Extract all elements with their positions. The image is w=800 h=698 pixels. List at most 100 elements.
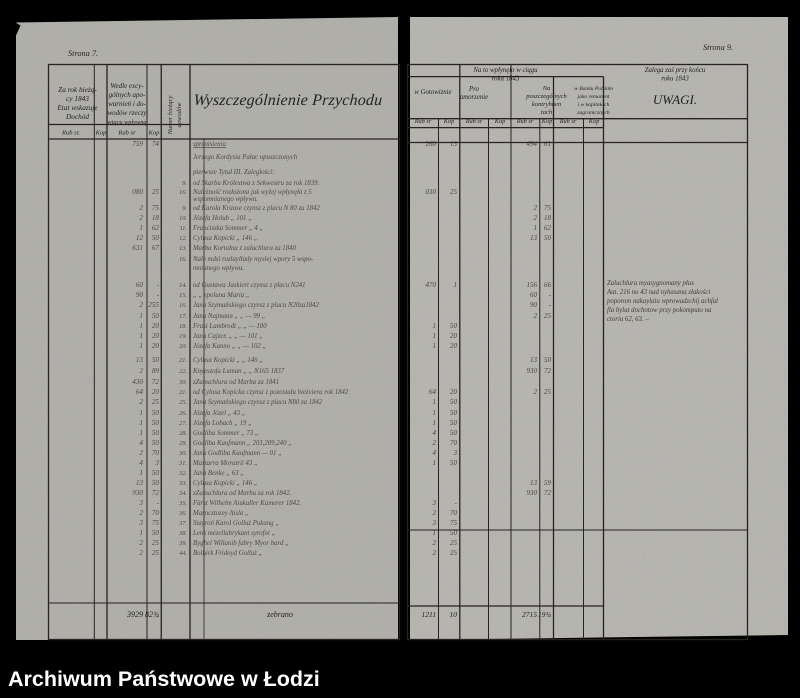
svg-text:1: 1 [433,419,437,427]
svg-text:16.: 16. [179,189,187,196]
svg-text:Kop: Kop [443,118,455,125]
svg-text:25: 25 [450,549,458,557]
svg-text:Strona 9.: Strona 9. [703,43,733,52]
svg-text:2715: 2715 [522,610,537,619]
svg-text:Zaluchlura myasygnomany płus: Zaluchlura myasygnomany płus [607,280,694,287]
svg-text:Kop: Kop [148,130,161,137]
svg-text:30.: 30. [178,450,187,457]
svg-text:wiącu wpływną: wiącu wpływną [107,119,146,126]
svg-text:zagranicznych: zagranicznych [576,110,610,116]
svg-text:89: 89 [152,367,160,375]
svg-text:75: 75 [152,204,160,212]
svg-text:Jana Najmann „ „: Jana Najmann „ „ — 99 „ [193,313,266,320]
svg-text:50: 50 [152,479,160,487]
svg-text:50: 50 [152,469,160,477]
svg-text:50: 50 [544,356,552,364]
svg-text:4: 4 [139,439,143,447]
svg-text:Godliba Kaufmann „: Godliba Kaufmann „ 203,209,240 „ [193,440,292,447]
svg-text:25: 25 [544,388,552,396]
svg-text:pierwsze Tytuł III. Zaległości: pierwsze Tytuł III. Zaległości: [192,169,274,176]
svg-text:tach: tach [541,109,552,116]
svg-text:75: 75 [152,519,160,527]
svg-text:9.: 9. [182,205,187,212]
svg-text:64: 64 [429,388,437,396]
svg-text:20: 20 [152,322,160,330]
svg-text:od Skarbu Królestwa z Sekwestr: od Skarbu Królestwa z Sekwestru za rok 1… [193,180,320,187]
svg-text:75: 75 [450,519,458,527]
svg-text:2: 2 [139,449,143,457]
svg-text:260: 260 [426,140,437,148]
svg-text:Nale mdsi rozlayllady myslej w: Nale mdsi rozlayllady myslej wpory 5 wsp… [192,256,314,263]
svg-text:70: 70 [152,449,160,457]
svg-text:1: 1 [139,469,143,477]
svg-text:4: 4 [433,429,437,437]
svg-text:1: 1 [139,409,143,417]
svg-text:1: 1 [139,322,143,330]
svg-text:20: 20 [450,388,458,396]
svg-text:2: 2 [139,204,143,212]
svg-text:Marba Kortalna z zalachlura za: Marba Kortalna z zalachlura za 1840 [192,245,297,252]
svg-text:20: 20 [450,332,458,340]
svg-text:dowodów: dowodów [176,102,183,128]
svg-text:Józefa Holub „: Józefa Holub „ 101 „ [193,215,252,222]
svg-text:„ „ spoluna: „ „ spoluna Maria „ [193,292,250,299]
svg-text:ctoriu 62, 63. –: ctoriu 62, 63. – [607,316,649,323]
svg-text:Józefa Kanno „ „: Józefa Kanno „ „ — 102 „ [193,343,266,350]
svg-text:20: 20 [152,388,160,396]
svg-text:13: 13 [530,479,538,487]
svg-text:080: 080 [132,188,143,196]
svg-text:50: 50 [152,439,160,447]
svg-text:Jana Cajzer. „ „: Jana Cajzer. „ „ — 101 „ [193,333,263,340]
svg-text:66: 66 [544,281,552,289]
svg-text:50: 50 [450,419,458,427]
svg-text:Na to wpłynęło w ciągu: Na to wpłynęło w ciągu [472,67,538,74]
svg-text:17.: 17. [179,313,187,320]
svg-text:13: 13 [530,234,538,242]
svg-text:25: 25 [152,188,160,196]
svg-text:70: 70 [450,509,458,517]
svg-text:60: 60 [530,291,538,299]
svg-text:50: 50 [450,409,458,417]
svg-text:25: 25 [152,549,160,557]
svg-text:Fürst Wilhelm Aiukaller Kamere: Fürst Wilhelm Aiukaller Kamerer 1842. [192,500,301,507]
svg-text:1: 1 [433,342,437,350]
svg-text:759: 759 [132,140,143,148]
svg-text:16.: 16. [179,302,187,309]
svg-text:22.: 22. [179,368,187,375]
svg-text:25: 25 [450,539,458,547]
svg-text:930: 930 [527,367,538,375]
svg-text:Należność rozłożona jak wyżej: Należność rozłożona jak wyżej wpłynęła z… [192,189,312,196]
svg-text:poszczególnych: poszczególnych [525,93,566,100]
svg-text:Etat wskazuje: Etat wskazuje [56,103,98,112]
svg-text:62: 62 [152,224,160,232]
svg-text:631: 631 [132,244,143,252]
svg-text:4: 4 [139,459,143,467]
svg-text:20.: 20. [179,343,187,350]
svg-text:2: 2 [139,398,143,406]
svg-text:gólnych apo-: gólnych apo- [109,91,146,99]
svg-text:Kop: Kop [494,118,506,125]
svg-text:1: 1 [433,529,437,537]
svg-text:2: 2 [534,388,538,396]
svg-text:Knyeszofa Luman „ „: Knyeszofa Luman „ „ N165 1837 [192,368,285,375]
svg-text:34.: 34. [178,490,187,497]
svg-text:50: 50 [152,409,160,417]
svg-text:35.: 35. [178,500,187,507]
svg-text:1: 1 [433,398,437,406]
svg-text:1: 1 [139,429,143,437]
svg-text:62: 62 [544,224,552,232]
svg-text:4: 4 [433,449,437,457]
svg-text:zZabuchlura od Marbu za rok 18: zZabuchlura od Marbu za rok 1842. [192,490,292,497]
svg-text:50: 50 [152,419,160,427]
svg-text:Pro: Pro [468,86,480,93]
svg-text:Zalega zaś przy końcu: Zalega zaś przy końcu [645,67,706,74]
svg-text:1211: 1211 [422,610,436,619]
svg-text:25.: 25. [179,399,187,406]
svg-text:29.: 29. [179,440,187,447]
svg-text:Strona 7.: Strona 7. [68,49,98,58]
svg-text:20: 20 [450,342,458,350]
svg-text:Mastarra Moratrii: Mastarra Moratrii 43 „ [192,460,258,467]
svg-text:82¾: 82¾ [145,610,159,619]
svg-text:1: 1 [139,342,143,350]
svg-text:poporom nakaylaiu wprowadzchij: poporom nakaylaiu wprowadzchij achfal [606,298,718,305]
